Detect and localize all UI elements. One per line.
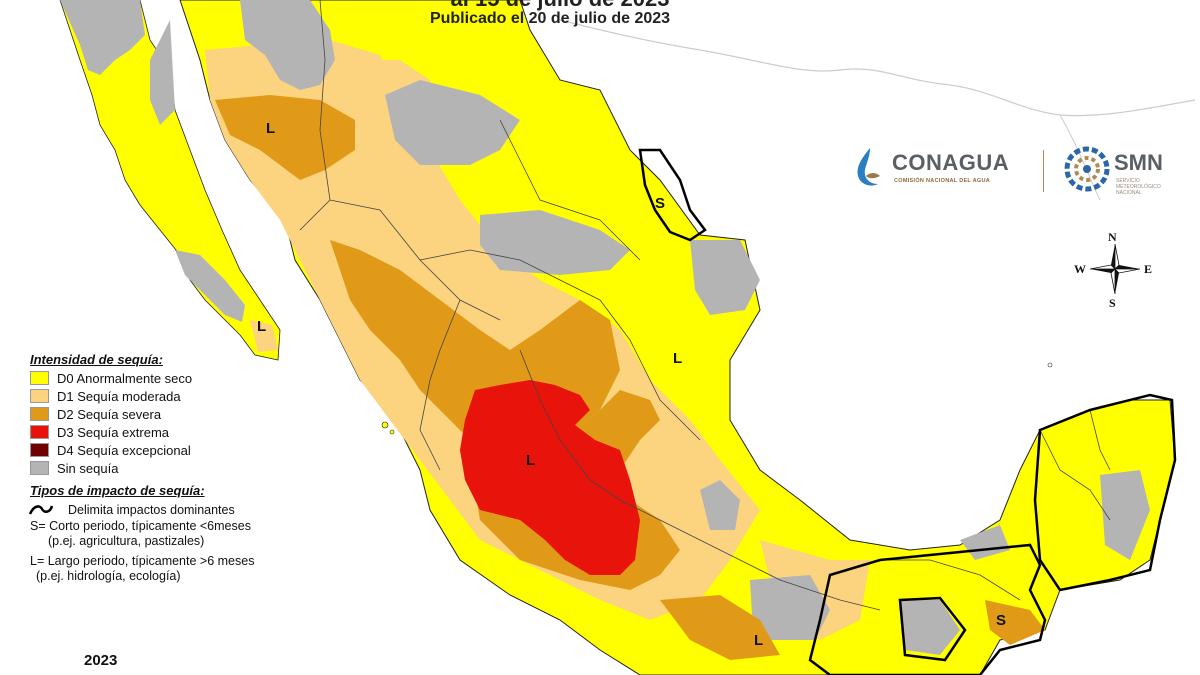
baja-west-gray — [150, 20, 175, 125]
bcs-d1 — [250, 320, 278, 352]
legend-label: D2 Sequía severa — [57, 406, 162, 422]
year-label: 2023 — [84, 652, 118, 669]
short-term-example: (p.ej. agricultura, pastizales) — [48, 534, 205, 548]
impact-line-chiapas-inner — [898, 596, 967, 662]
swatch-none — [30, 461, 49, 475]
legend-item-none: Sin sequía — [28, 459, 328, 477]
legend-item-d4: D4 Sequía excepcional — [28, 441, 328, 459]
legend-label: Sin sequía — [57, 460, 119, 476]
smn-subtitle: SERVICIO METEOROLÓGICO NACIONAL — [1116, 178, 1161, 196]
logo-divider — [1043, 150, 1044, 192]
gray-coahuila — [480, 210, 630, 275]
gray-nuevo-leon — [690, 240, 760, 315]
gray-chiapas — [900, 600, 960, 655]
swatch-d3 — [30, 425, 49, 439]
d2-tabasco — [985, 600, 1045, 645]
island — [381, 421, 389, 429]
conagua-subtitle: COMISIÓN NACIONAL DEL AGUA — [894, 178, 991, 184]
compass-star-icon — [1090, 244, 1140, 294]
map-title: al 15 de julio de 2023 — [0, 0, 1160, 12]
legend-label: D3 Sequía extrema — [57, 424, 170, 440]
d3-jalisco — [460, 380, 640, 575]
long-term-example: (p.ej. hidrología, ecología) — [36, 569, 181, 583]
label-tabasco: S — [996, 612, 1007, 629]
legend-item-d1: D1 Sequía moderada — [28, 387, 328, 405]
legend-item-d3: D3 Sequía extrema — [28, 423, 328, 441]
legend-label: D1 Sequía moderada — [57, 388, 181, 404]
baja-california — [59, 0, 281, 361]
compass-s: S — [1109, 296, 1116, 310]
long-term-text: L= Largo periodo, típicamente >6 meses — [30, 554, 255, 568]
gray-chihuahua — [385, 80, 520, 165]
d2-guerrero-coast — [660, 595, 780, 660]
florida-outline — [1059, 114, 1101, 201]
impact-line-entry: Delimita impactos dominantes — [28, 501, 328, 519]
impact-line-icon — [28, 505, 54, 515]
label-jalisco: L — [526, 452, 536, 469]
legend-label: D0 Anormalmente seco — [57, 370, 193, 386]
label-guerrero: L — [754, 632, 764, 649]
smn-subtitle-line: SERVICIO — [1116, 178, 1140, 184]
bcs-gray — [175, 250, 245, 322]
impact-heading: Tipos de impacto de sequía: — [30, 483, 205, 498]
impact-line-tamaulipas — [638, 148, 707, 242]
impact-line-southeast — [808, 543, 1047, 675]
swatch-d4 — [30, 443, 49, 457]
smn-logo-icon — [1064, 146, 1110, 192]
legend: Intensidad de sequía: D0 Anormalmente se… — [28, 352, 328, 584]
legend-item-d0: D0 Anormalmente seco — [28, 369, 328, 387]
smn-subtitle-line: METEOROLÓGICO — [1116, 184, 1161, 190]
island — [1047, 362, 1053, 368]
conagua-wordmark: CONAGUA — [892, 150, 1010, 175]
smn-wordmark: SMN — [1114, 150, 1163, 175]
label-bcs: L — [257, 318, 267, 335]
compass-e: E — [1144, 262, 1153, 276]
swatch-d1 — [30, 389, 49, 403]
impact-line-yucatan — [1033, 393, 1177, 592]
gray-sierra-chihuahua — [240, 0, 335, 90]
swatch-d0 — [30, 371, 49, 385]
smn-subtitle-line: NACIONAL — [1116, 190, 1142, 196]
gulf-coast-outline — [559, 19, 1196, 117]
d2-sonora — [215, 95, 355, 180]
label-sonora: L — [266, 120, 276, 137]
island — [389, 429, 395, 435]
label-tamaulipas-coast: S — [655, 195, 666, 212]
state-boundaries — [299, 0, 1111, 611]
short-term-text: S= Corto periodo, típicamente <6meses — [30, 519, 251, 533]
publish-date: Publicado el 20 de julio de 2023 — [429, 10, 671, 27]
legend-label: D4 Sequía excepcional — [57, 442, 191, 458]
legend-item-d2: D2 Sequía severa — [28, 405, 328, 423]
gray-puebla — [700, 480, 740, 530]
intensity-heading: Intensidad de sequía: — [30, 352, 163, 367]
logos: CONAGUA COMISIÓN NACIONAL DEL AGUA SMN S… — [848, 140, 1188, 200]
impact-line-label: Delimita impactos dominantes — [68, 503, 235, 517]
compass-rose: N S W E — [1070, 230, 1160, 310]
baja-norte-gray — [60, 0, 145, 75]
conagua-logo-icon — [857, 148, 880, 186]
label-tamaulipas: L — [673, 350, 683, 367]
compass-w: W — [1074, 262, 1086, 276]
gray-yucatan — [1100, 470, 1150, 560]
gray-guerrero — [750, 575, 830, 640]
compass-n: N — [1108, 230, 1117, 244]
swatch-d2 — [30, 407, 49, 421]
